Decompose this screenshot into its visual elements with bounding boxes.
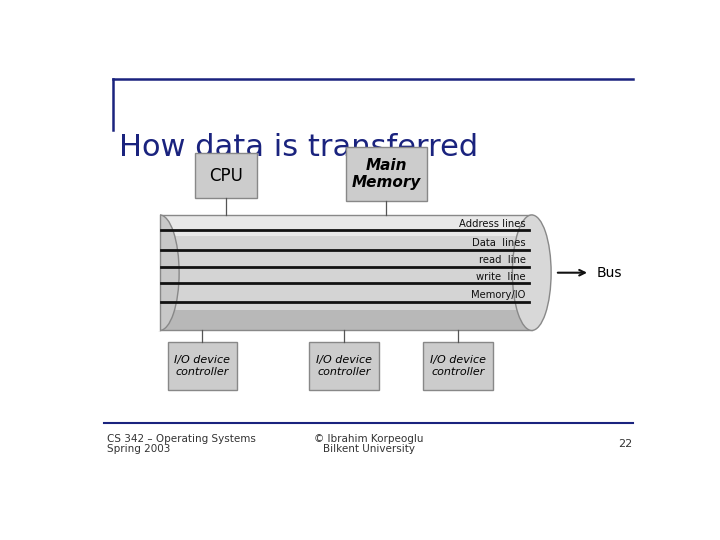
- Text: Address lines: Address lines: [459, 219, 526, 229]
- Text: CS 342 – Operating Systems: CS 342 – Operating Systems: [107, 434, 256, 444]
- Text: 22: 22: [618, 439, 632, 449]
- Text: Data  lines: Data lines: [472, 238, 526, 248]
- Text: Memory/IO: Memory/IO: [471, 291, 526, 300]
- Bar: [160, 215, 532, 330]
- Text: Spring 2003: Spring 2003: [107, 444, 171, 455]
- Text: Bus: Bus: [597, 266, 622, 280]
- Bar: [168, 342, 238, 390]
- Bar: [423, 342, 493, 390]
- Bar: [139, 214, 160, 331]
- Text: How data is transferred: How data is transferred: [120, 132, 479, 161]
- Bar: [310, 342, 379, 390]
- Bar: [346, 147, 427, 201]
- Ellipse shape: [140, 215, 179, 330]
- Text: Bilkent University: Bilkent University: [323, 444, 415, 455]
- Text: Main
Memory: Main Memory: [352, 158, 421, 190]
- Text: read  line: read line: [479, 255, 526, 265]
- Text: I/O device
controller: I/O device controller: [174, 355, 230, 377]
- Text: write  line: write line: [476, 272, 526, 282]
- Ellipse shape: [513, 215, 551, 330]
- Text: CPU: CPU: [209, 167, 243, 185]
- Text: I/O device
controller: I/O device controller: [430, 355, 486, 377]
- Text: © Ibrahim Korpeoglu: © Ibrahim Korpeoglu: [314, 434, 424, 444]
- Bar: [160, 309, 532, 330]
- Bar: [160, 215, 532, 236]
- Bar: [194, 153, 256, 198]
- Text: I/O device
controller: I/O device controller: [316, 355, 372, 377]
